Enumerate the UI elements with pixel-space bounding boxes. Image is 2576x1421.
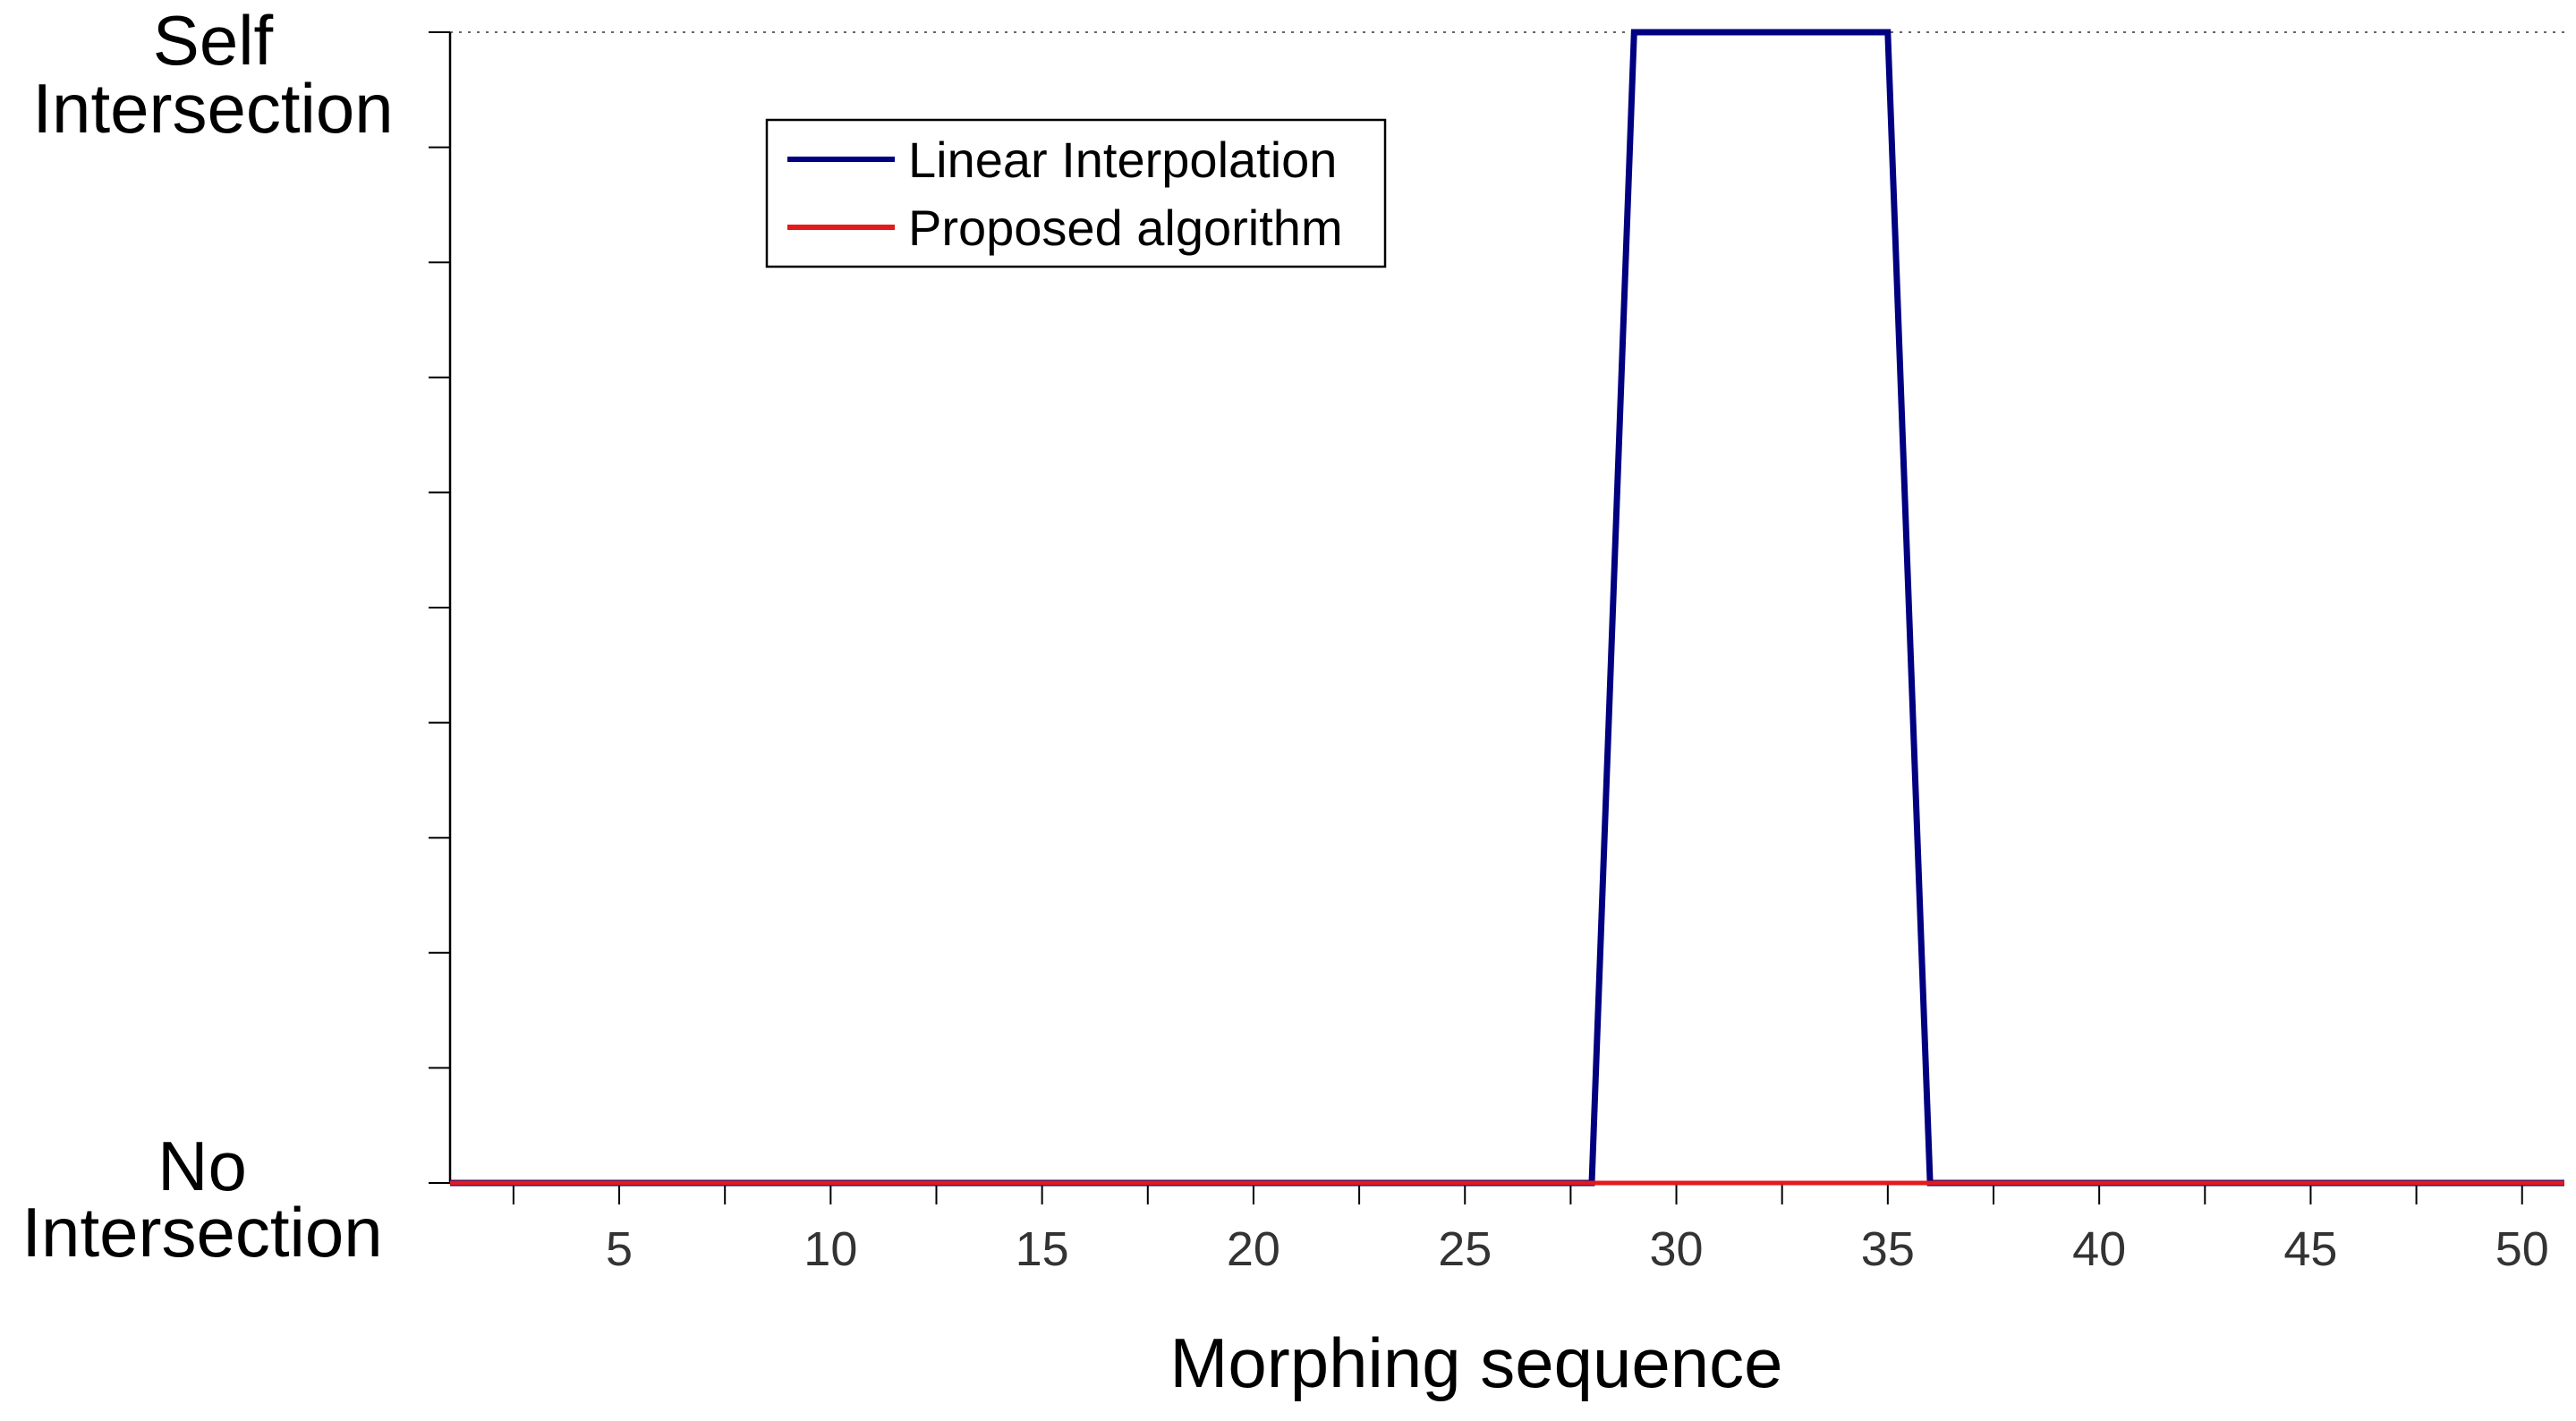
series-lines <box>450 29 2564 1187</box>
y-label-bottom-line2: Intersection <box>21 1193 382 1272</box>
y-ticks <box>429 31 450 1184</box>
legend-label-linear-interpolation: Linear Interpolation <box>908 132 1337 188</box>
y-label-bottom-line1: No <box>157 1127 247 1205</box>
x-tick-label-20: 20 <box>1227 1222 1280 1276</box>
x-tick-label-15: 15 <box>1016 1222 1069 1276</box>
x-tick-label-50: 50 <box>2495 1222 2549 1276</box>
y-label-top-line1: Self <box>153 1 274 80</box>
legend-label-proposed-algorithm: Proposed algorithm <box>908 200 1343 256</box>
x-tick-label-35: 35 <box>1861 1222 1915 1276</box>
x-ticks: 5 10 15 20 25 30 35 40 45 50 <box>512 1183 2549 1276</box>
x-tick-label-45: 45 <box>2283 1222 2337 1276</box>
legend: Linear Interpolation Proposed algorithm <box>765 118 1387 268</box>
x-tick-label-30: 30 <box>1650 1222 1704 1276</box>
x-tick-label-5: 5 <box>606 1222 633 1276</box>
x-tick-label-40: 40 <box>2072 1222 2126 1276</box>
x-tick-label-10: 10 <box>803 1222 857 1276</box>
x-axis-title: Morphing sequence <box>1169 1323 1782 1402</box>
y-label-top-line2: Intersection <box>32 69 393 148</box>
x-tick-label-25: 25 <box>1438 1222 1492 1276</box>
legend-box <box>765 118 1387 268</box>
